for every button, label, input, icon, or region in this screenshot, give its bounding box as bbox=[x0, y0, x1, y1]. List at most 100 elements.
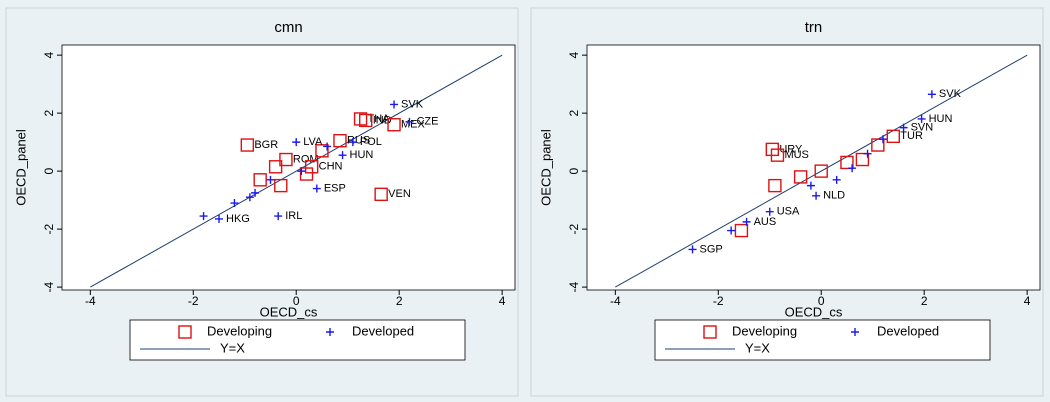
point bbox=[374, 187, 388, 202]
reference-line bbox=[90, 54, 503, 288]
point-label: SVN bbox=[911, 122, 934, 134]
point-label: TUR bbox=[900, 130, 923, 142]
point bbox=[848, 164, 857, 173]
y-tick-label: -2 bbox=[42, 223, 56, 234]
point bbox=[768, 178, 782, 193]
point bbox=[274, 178, 288, 193]
point-label: SVK bbox=[939, 88, 962, 100]
point bbox=[299, 167, 314, 181]
point-label: USA bbox=[777, 206, 800, 218]
legend-label: Developed bbox=[877, 323, 939, 338]
point-label: THA bbox=[368, 113, 391, 125]
point bbox=[245, 193, 254, 202]
point-label: VEN bbox=[388, 188, 411, 200]
point bbox=[253, 173, 267, 187]
y-tick-label: -2 bbox=[567, 223, 581, 234]
x-tick-label: 0 bbox=[818, 294, 825, 308]
chart-title: trn bbox=[805, 19, 823, 36]
point bbox=[304, 160, 319, 174]
point bbox=[832, 175, 841, 184]
point bbox=[323, 142, 332, 151]
point bbox=[199, 212, 208, 221]
point bbox=[348, 138, 357, 147]
y-tick-label: 4 bbox=[42, 51, 56, 58]
point bbox=[770, 148, 785, 162]
point bbox=[312, 184, 321, 193]
point-label: BGR bbox=[254, 139, 278, 151]
point bbox=[927, 90, 936, 99]
point bbox=[793, 170, 808, 184]
point bbox=[863, 149, 872, 158]
reference-line bbox=[615, 54, 1028, 288]
point bbox=[840, 155, 854, 170]
point bbox=[855, 152, 870, 167]
point bbox=[353, 112, 368, 126]
y-tick-label: -4 bbox=[567, 281, 581, 292]
legend-label: Developing bbox=[732, 323, 797, 338]
point bbox=[917, 114, 926, 123]
point-label: NLD bbox=[823, 190, 845, 202]
point-label: HUN bbox=[929, 113, 953, 125]
point-label: MUS bbox=[784, 149, 808, 161]
x-tick-label: 4 bbox=[1024, 294, 1031, 308]
point bbox=[240, 138, 255, 152]
point bbox=[292, 138, 301, 147]
point bbox=[405, 117, 414, 126]
point bbox=[279, 152, 293, 167]
x-tick-label: -4 bbox=[610, 294, 621, 308]
point bbox=[806, 181, 815, 190]
legend-marker bbox=[703, 325, 717, 339]
point bbox=[333, 133, 347, 148]
point bbox=[338, 151, 347, 160]
point bbox=[274, 212, 283, 221]
point bbox=[230, 199, 239, 208]
legend-marker bbox=[851, 328, 859, 336]
point bbox=[814, 164, 828, 178]
point bbox=[871, 138, 885, 152]
plot-area bbox=[61, 44, 516, 291]
point bbox=[297, 167, 306, 176]
x-tick-label: -2 bbox=[713, 294, 724, 308]
point-label: POL bbox=[360, 136, 382, 148]
point bbox=[390, 100, 399, 109]
y-tick-label: 0 bbox=[42, 167, 56, 174]
y-axis-label: OECD_panel bbox=[13, 129, 28, 206]
point bbox=[727, 226, 736, 235]
x-axis-label: OECD_cs bbox=[260, 304, 318, 319]
point bbox=[268, 160, 283, 174]
point bbox=[315, 144, 329, 158]
y-tick-label: 2 bbox=[42, 109, 56, 116]
point-label: LVA bbox=[303, 136, 323, 148]
point-label: CZE bbox=[416, 116, 438, 128]
point bbox=[251, 188, 260, 197]
x-tick-label: 2 bbox=[396, 294, 403, 308]
x-tick-label: 2 bbox=[921, 294, 928, 308]
panel-border bbox=[5, 7, 519, 397]
point bbox=[765, 207, 774, 216]
legend-marker bbox=[178, 325, 192, 339]
point bbox=[387, 118, 401, 132]
point bbox=[359, 113, 373, 128]
point-label: CHN bbox=[319, 161, 343, 173]
point-label: HUN bbox=[350, 149, 374, 161]
point bbox=[688, 245, 697, 254]
point-label: SGP bbox=[700, 243, 723, 255]
legend-label: Developing bbox=[207, 323, 272, 338]
point bbox=[886, 129, 900, 144]
chart-title: cmn bbox=[274, 19, 302, 36]
y-tick-label: 0 bbox=[567, 167, 581, 174]
y-axis-label: OECD_panel bbox=[538, 129, 553, 206]
panel-border bbox=[530, 7, 1044, 397]
point bbox=[899, 123, 908, 132]
legend-label: Y=X bbox=[220, 340, 245, 355]
legend-label: Y=X bbox=[745, 340, 770, 355]
point-label: SVK bbox=[401, 98, 424, 110]
point-label: AUS bbox=[754, 216, 777, 228]
point-label: HKG bbox=[226, 213, 250, 225]
point-label: URY bbox=[779, 143, 803, 155]
y-tick-label: 4 bbox=[567, 51, 581, 58]
x-tick-label: 4 bbox=[499, 294, 506, 308]
point bbox=[878, 135, 887, 144]
point-label: ROM bbox=[293, 153, 319, 165]
